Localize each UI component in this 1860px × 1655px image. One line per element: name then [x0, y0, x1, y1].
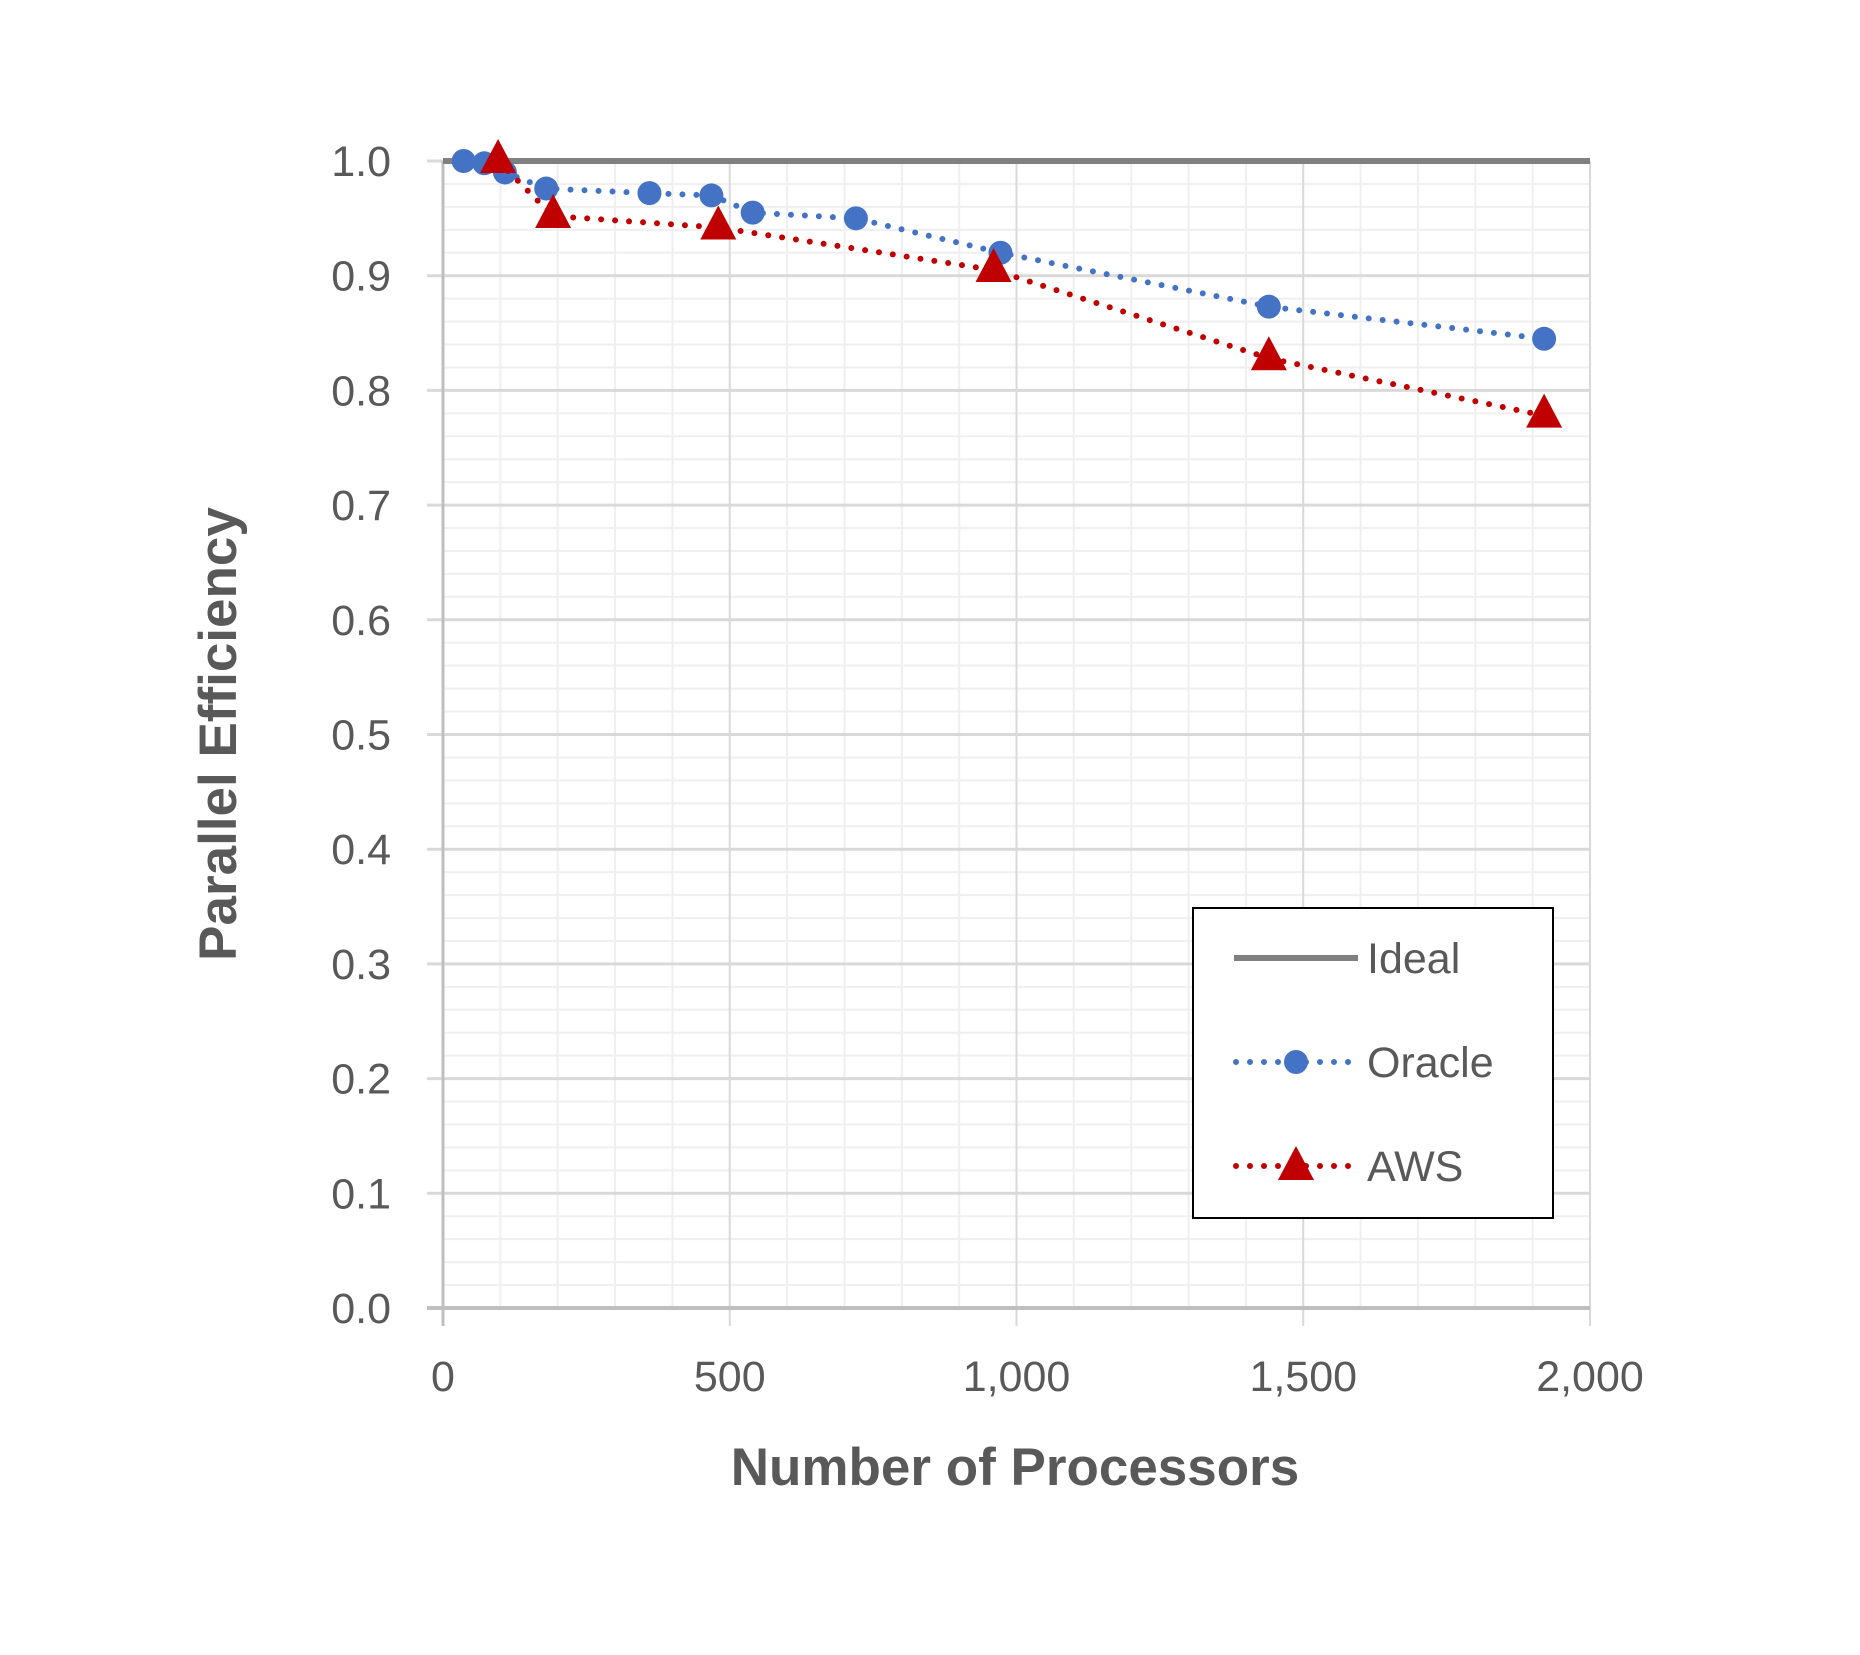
y-tick-label: 0.6 — [331, 597, 391, 645]
x-tick-label: 2,000 — [1536, 1353, 1644, 1401]
legend: Ideal Oracle AWS — [1192, 907, 1554, 1219]
y-tick-label: 0.8 — [331, 367, 391, 415]
y-tick-label: 0.9 — [331, 253, 391, 301]
data-point-aws — [700, 205, 737, 240]
data-point-aws — [975, 247, 1012, 282]
data-point-oracle — [740, 200, 765, 225]
y-tick-label: 0.5 — [331, 712, 391, 760]
x-tick-label: 1,500 — [1249, 1353, 1357, 1401]
x-tick-label: 1,000 — [963, 1353, 1071, 1401]
legend-aws-label: AWS — [1367, 1143, 1463, 1191]
data-point-aws — [1526, 393, 1563, 428]
data-point-aws — [480, 139, 517, 173]
axes: 0.0 0.1 0.2 0.3 0.4 0.5 0.6 0.7 0.8 0.9 1.0 0 500 1,0… — [331, 138, 1644, 1401]
data-point-oracle — [843, 206, 868, 231]
y-tick-label: 0.2 — [331, 1056, 391, 1104]
y-tick-label: 0.7 — [331, 482, 391, 530]
y-tick-label: 0.3 — [331, 941, 391, 989]
y-tick-label: 1.0 — [331, 138, 391, 186]
data-point-oracle — [1532, 326, 1557, 351]
y-axis-title: Parallel Efficiency — [189, 507, 248, 961]
data-point-aws — [1250, 336, 1287, 371]
x-tick-label: 500 — [694, 1353, 766, 1401]
y-tick-label: 0.4 — [331, 826, 391, 874]
data-point-oracle — [1256, 294, 1281, 319]
data-point-oracle — [451, 149, 476, 173]
legend-aws-marker — [1278, 1146, 1314, 1180]
y-tick-label: 0.0 — [331, 1285, 391, 1333]
data-point-oracle — [637, 181, 662, 206]
data-point-oracle — [699, 183, 724, 208]
legend-oracle-label: Oracle — [1367, 1039, 1494, 1087]
data-point-aws — [535, 194, 572, 229]
legend-oracle-marker — [1284, 1050, 1308, 1074]
series — [443, 139, 1590, 428]
x-tick-label: 0 — [431, 1353, 455, 1401]
legend-ideal-label: Ideal — [1367, 935, 1460, 983]
x-axis-title: Number of Processors — [731, 1438, 1299, 1497]
y-tick-label: 0.1 — [331, 1170, 391, 1218]
data-point-oracle — [534, 176, 559, 201]
